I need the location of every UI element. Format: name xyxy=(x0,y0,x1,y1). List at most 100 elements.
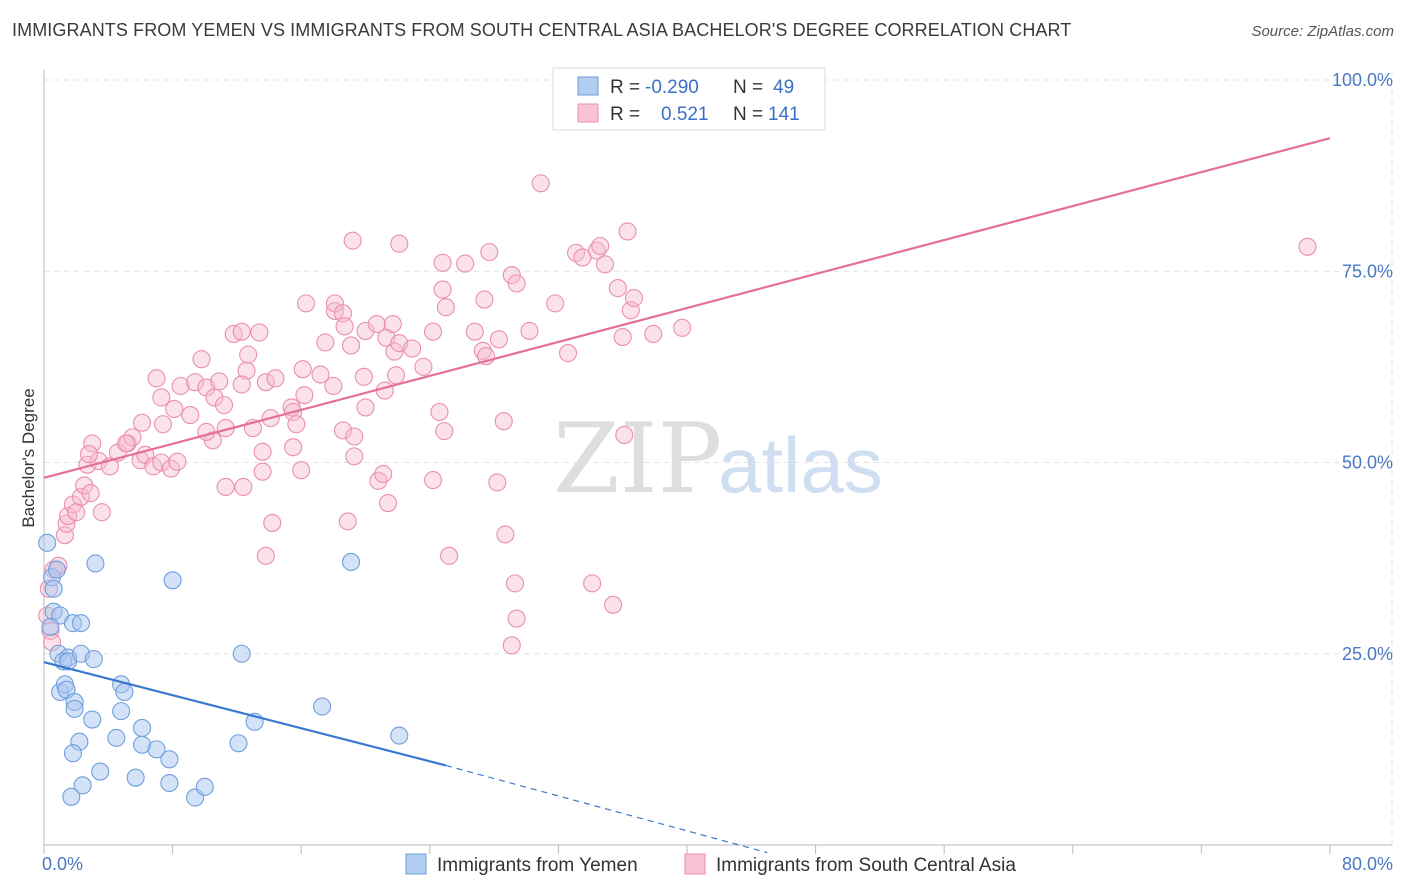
point-south-central-asia xyxy=(423,471,443,490)
point-south-central-asia xyxy=(390,234,409,253)
point-south-central-asia xyxy=(494,412,513,431)
point-south-central-asia xyxy=(181,406,200,425)
point-yemen xyxy=(115,682,134,702)
watermark-atlas: atlas xyxy=(718,421,883,509)
point-south-central-asia xyxy=(375,381,394,400)
y-axis-label: Bachelor's Degree xyxy=(19,388,38,527)
point-south-central-asia xyxy=(165,399,184,419)
legend-n-value-sca: 141 xyxy=(768,104,800,125)
point-south-central-asia xyxy=(250,323,269,342)
point-yemen xyxy=(232,644,251,663)
point-yemen xyxy=(126,768,145,787)
point-yemen xyxy=(195,777,214,796)
point-south-central-asia xyxy=(385,342,404,361)
point-south-central-asia xyxy=(71,487,91,506)
point-south-central-asia xyxy=(333,304,353,323)
point-yemen xyxy=(160,750,179,769)
point-yemen xyxy=(390,726,409,745)
point-south-central-asia xyxy=(520,321,539,340)
point-yemen xyxy=(86,554,105,573)
point-south-central-asia xyxy=(475,290,494,309)
point-south-central-asia xyxy=(414,357,433,376)
point-south-central-asia xyxy=(583,574,602,593)
point-south-central-asia xyxy=(92,503,111,522)
point-south-central-asia xyxy=(644,324,663,344)
point-south-central-asia xyxy=(296,294,316,313)
point-south-central-asia xyxy=(284,438,303,457)
point-yemen xyxy=(83,710,102,729)
point-south-central-asia xyxy=(345,427,364,446)
point-south-central-asia xyxy=(266,369,285,388)
point-yemen xyxy=(65,699,84,718)
point-yemen xyxy=(63,744,82,763)
point-south-central-asia xyxy=(624,288,644,308)
legend-n-label-yemen: N = xyxy=(733,77,763,98)
point-south-central-asia xyxy=(496,525,515,544)
point-south-central-asia xyxy=(253,442,272,461)
point-south-central-asia xyxy=(367,314,386,334)
point-south-central-asia xyxy=(489,330,508,349)
y-tick-label: 100.0% xyxy=(1332,70,1393,90)
point-south-central-asia xyxy=(507,609,526,628)
point-south-central-asia xyxy=(430,402,449,422)
source-credit: Source: ZipAtlas.com xyxy=(1251,23,1394,40)
point-south-central-asia xyxy=(673,318,692,337)
series-yemen xyxy=(38,533,409,807)
point-south-central-asia xyxy=(192,350,211,369)
point-south-central-asia xyxy=(502,266,521,285)
point-south-central-asia xyxy=(386,366,406,385)
point-south-central-asia xyxy=(232,322,251,341)
point-south-central-asia xyxy=(263,513,282,532)
bottom-legend-swatch-sca xyxy=(684,853,706,875)
point-south-central-asia xyxy=(595,255,615,274)
point-south-central-asia xyxy=(435,422,454,441)
bottom-legend-label-sca: Immigrants from South Central Asia xyxy=(716,855,1016,876)
point-south-central-asia xyxy=(324,376,343,396)
point-south-central-asia xyxy=(234,477,253,497)
point-south-central-asia xyxy=(75,476,94,495)
point-yemen xyxy=(229,734,248,753)
point-south-central-asia xyxy=(152,388,171,407)
point-yemen xyxy=(163,571,182,590)
point-south-central-asia xyxy=(343,231,362,250)
point-south-central-asia xyxy=(256,373,275,392)
watermark-zip: ZIP xyxy=(553,403,722,515)
point-south-central-asia xyxy=(604,595,623,614)
stats-legend: R = -0.290 N = 49 R = 0.521 N = 141 xyxy=(552,67,826,131)
point-south-central-asia xyxy=(505,574,525,593)
point-yemen xyxy=(91,762,110,781)
y-tick-label: 50.0% xyxy=(1342,453,1393,473)
point-south-central-asia xyxy=(591,236,610,256)
point-south-central-asia xyxy=(153,415,173,434)
point-south-central-asia xyxy=(186,373,205,392)
point-south-central-asia xyxy=(256,546,275,565)
point-south-central-asia xyxy=(433,280,452,299)
point-south-central-asia xyxy=(356,321,375,340)
point-yemen xyxy=(160,773,179,793)
x-tick-label: 80.0% xyxy=(1342,854,1393,874)
point-south-central-asia xyxy=(567,243,586,262)
point-south-central-asia xyxy=(83,434,102,453)
point-south-central-asia xyxy=(436,298,455,317)
point-yemen xyxy=(38,533,57,552)
point-south-central-asia xyxy=(67,503,86,522)
legend-swatch-yemen xyxy=(577,76,599,96)
point-south-central-asia xyxy=(335,317,354,336)
x-tick-labels: 0.0% 80.0% xyxy=(42,854,1393,874)
point-south-central-asia xyxy=(378,493,398,513)
point-south-central-asia xyxy=(293,360,312,379)
point-south-central-asia xyxy=(239,345,258,364)
point-south-central-asia xyxy=(558,344,578,363)
point-south-central-asia xyxy=(237,361,256,380)
y-tick-label: 75.0% xyxy=(1342,261,1393,281)
legend-n-value-yemen: 49 xyxy=(773,77,794,98)
point-south-central-asia xyxy=(1298,237,1317,256)
point-south-central-asia xyxy=(423,322,443,341)
series-legend: Immigrants from Yemen Immigrants from So… xyxy=(405,853,1016,876)
point-yemen xyxy=(147,740,166,759)
point-south-central-asia xyxy=(253,462,272,481)
chart-title: IMMIGRANTS FROM YEMEN VS IMMIGRANTS FROM… xyxy=(12,20,1072,40)
point-south-central-asia xyxy=(214,396,234,415)
point-south-central-asia xyxy=(354,367,373,386)
